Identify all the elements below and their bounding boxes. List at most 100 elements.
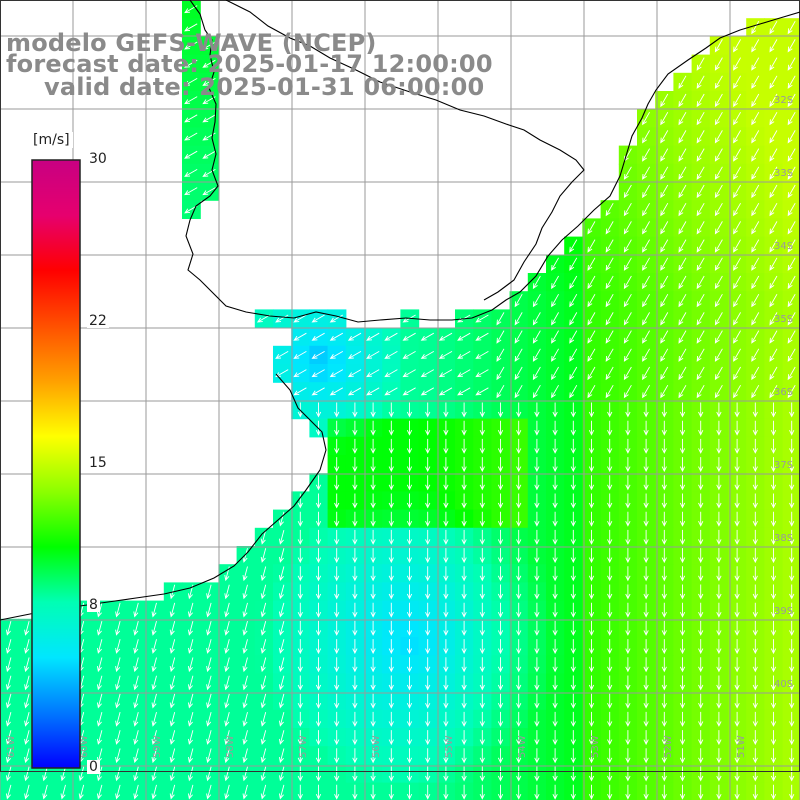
wind-arrow [625,730,631,746]
wind-arrow [660,130,669,144]
wind-arrow [607,402,613,418]
wind-arrow [115,675,121,691]
wind-arrow [315,693,322,709]
wind-arrow [293,332,307,341]
wind-arrow [461,639,467,655]
wind-arrow [187,693,194,709]
wind-arrow [698,457,704,473]
colorbar-unit: [m/s] [30,132,73,148]
wind-arrow [5,766,12,782]
wind-arrow [789,602,795,618]
wind-arrow [443,548,449,564]
wind-arrow [496,348,505,362]
wind-arrow [660,221,669,235]
wind-arrow [607,457,613,473]
wind-arrow [496,366,505,381]
wind-arrow [569,257,578,271]
wind-arrow [570,438,576,454]
wind-arrow [789,748,795,764]
wind-arrow [734,529,740,545]
wind-arrow [534,475,540,491]
wind-arrow [607,730,613,746]
wind-arrow [24,693,30,709]
wind-arrow [151,602,157,618]
wind-arrow [352,548,358,564]
wind-arrow [660,348,669,362]
wind-arrow [605,293,614,308]
wind-arrow [311,369,325,378]
wind-arrow [184,132,198,141]
wind-arrow [734,730,740,746]
wind-arrow [388,566,394,582]
wind-arrow [479,657,485,673]
wind-arrow [623,239,632,253]
colorbar-tick-label: 8 [87,596,100,613]
wind-arrow [297,584,303,600]
wind-arrow [751,57,760,71]
wind-arrow [479,584,485,600]
wind-arrow [461,420,467,436]
wind-arrow [769,239,778,253]
wind-arrow [438,351,453,359]
wind-arrow [789,639,795,655]
wind-arrow [297,620,303,636]
wind-arrow [425,711,431,727]
wind-arrow [678,348,687,362]
wind-arrow [733,384,741,399]
wind-arrow [315,730,322,746]
wind-arrow [714,57,723,71]
wind-arrow [334,693,340,709]
wind-arrow [714,348,723,362]
wind-arrow [643,730,649,746]
wind-arrow [588,529,595,545]
wind-arrow [770,420,777,436]
wind-arrow [352,711,358,727]
longitude-label: 57W [298,735,309,758]
wind-arrow [769,312,778,326]
wind-arrow [293,351,307,359]
wind-arrow [443,420,449,436]
wind-arrow [260,566,267,582]
wind-arrow [733,130,741,144]
wind-arrow [642,257,650,271]
wind-arrow [184,187,198,196]
wind-arrow [588,511,595,527]
wind-arrow [24,675,30,691]
wind-arrow [206,711,212,727]
wind-arrow [714,221,723,235]
wind-arrow [206,784,212,800]
wind-arrow [425,420,431,436]
wind-arrow [278,602,285,618]
wind-arrow [497,493,504,509]
wind-arrow [551,384,559,399]
wind-arrow [551,330,559,344]
wind-arrow [714,111,723,126]
wind-arrow [770,675,777,691]
wind-arrow [275,369,289,378]
wind-arrow [661,493,667,509]
wind-arrow [352,511,358,527]
wind-arrow [696,111,705,126]
wind-arrow [352,475,358,491]
wind-arrow [297,529,303,545]
wind-arrow [425,620,431,636]
wind-arrow [24,620,30,636]
wind-arrow [642,166,650,180]
wind-arrow [769,130,778,144]
wind-arrow [679,748,686,764]
wind-arrow [334,766,340,782]
wind-arrow [352,457,358,473]
colorbar-tick-label: 0 [87,759,100,775]
wind-arrow [770,584,777,600]
wind-arrow [714,75,723,89]
wind-arrow [716,511,722,527]
wind-arrow [151,675,157,691]
wind-arrow [151,784,157,800]
latitude-label: 35S [774,314,793,325]
wind-arrow [532,275,541,290]
wind-arrow [461,766,467,782]
wind-arrow [714,184,723,199]
wind-arrow [696,75,705,89]
wind-arrow [587,257,596,271]
